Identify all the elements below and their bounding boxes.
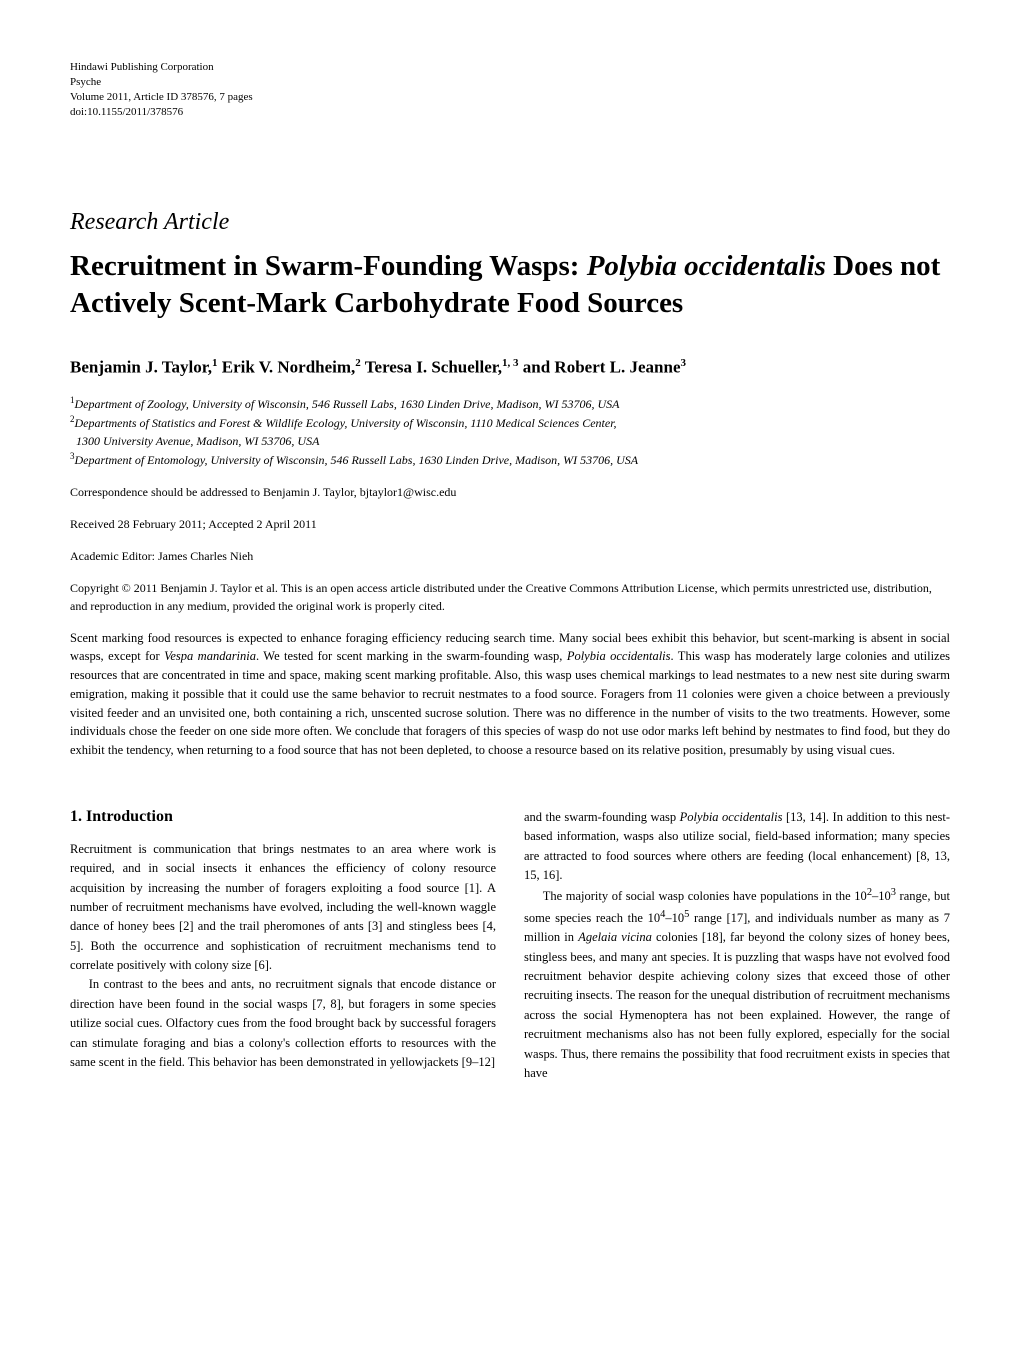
publisher: Hindawi Publishing Corporation <box>70 60 950 75</box>
journal: Psyche <box>70 75 950 90</box>
correspondence: Correspondence should be addressed to Be… <box>70 483 950 501</box>
copyright: Copyright © 2011 Benjamin J. Taylor et a… <box>70 579 950 615</box>
body-columns: 1. Introduction Recruitment is communica… <box>70 808 950 1084</box>
doi: doi:10.1155/2011/378576 <box>70 105 950 120</box>
received-dates: Received 28 February 2011; Accepted 2 Ap… <box>70 515 950 533</box>
abstract-p2: . We tested for scent marking in the swa… <box>256 649 567 663</box>
affiliation-2-line1: Departments of Statistics and Forest & W… <box>75 416 617 430</box>
right-p1: and the swarm-founding wasp Polybia occi… <box>524 808 950 886</box>
left-column: 1. Introduction Recruitment is communica… <box>70 808 496 1084</box>
authors: Benjamin J. Taylor,1 Erik V. Nordheim,2 … <box>70 357 950 378</box>
right-p2: The majority of social wasp colonies hav… <box>524 885 950 1083</box>
abstract-i2: Polybia occidentalis <box>567 649 671 663</box>
affiliations: 1Department of Zoology, University of Wi… <box>70 394 950 469</box>
publication-header: Hindawi Publishing Corporation Psyche Vo… <box>70 60 950 119</box>
article-title: Recruitment in Swarm-Founding Wasps: Pol… <box>70 248 950 321</box>
intro-p2: In contrast to the bees and ants, no rec… <box>70 975 496 1072</box>
affiliation-1: Department of Zoology, University of Wis… <box>75 397 620 411</box>
affiliation-3: Department of Entomology, University of … <box>75 453 639 467</box>
abstract-i1: Vespa mandarinia <box>164 649 256 663</box>
section-title-intro: 1. Introduction <box>70 808 496 826</box>
abstract: Scent marking food resources is expected… <box>70 629 950 760</box>
title-species: Polybia occidentalis <box>587 250 826 282</box>
volume-line: Volume 2011, Article ID 378576, 7 pages <box>70 90 950 105</box>
affiliation-2-line2: 1300 University Avenue, Madison, WI 5370… <box>76 434 319 448</box>
body-text-right: and the swarm-founding wasp Polybia occi… <box>524 808 950 1084</box>
body-text-left: Recruitment is communication that brings… <box>70 840 496 1073</box>
intro-p1: Recruitment is communication that brings… <box>70 840 496 976</box>
abstract-p3: . This wasp has moderately large colonie… <box>70 649 950 757</box>
article-type: Research Article <box>70 209 950 236</box>
right-column: and the swarm-founding wasp Polybia occi… <box>524 808 950 1084</box>
academic-editor: Academic Editor: James Charles Nieh <box>70 547 950 565</box>
title-pre: Recruitment in Swarm-Founding Wasps: <box>70 250 587 282</box>
